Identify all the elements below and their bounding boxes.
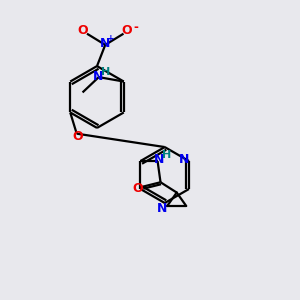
Text: O: O xyxy=(122,24,132,37)
Text: H: H xyxy=(162,150,172,160)
Text: N: N xyxy=(157,202,167,215)
Text: -: - xyxy=(134,21,138,34)
Text: +: + xyxy=(107,34,115,43)
Text: N: N xyxy=(178,153,189,166)
Text: N: N xyxy=(154,153,164,166)
Text: O: O xyxy=(77,24,88,37)
Text: H: H xyxy=(100,67,110,77)
Text: O: O xyxy=(72,130,83,143)
Text: O: O xyxy=(132,182,143,195)
Text: N: N xyxy=(93,70,103,83)
Text: N: N xyxy=(100,37,110,50)
